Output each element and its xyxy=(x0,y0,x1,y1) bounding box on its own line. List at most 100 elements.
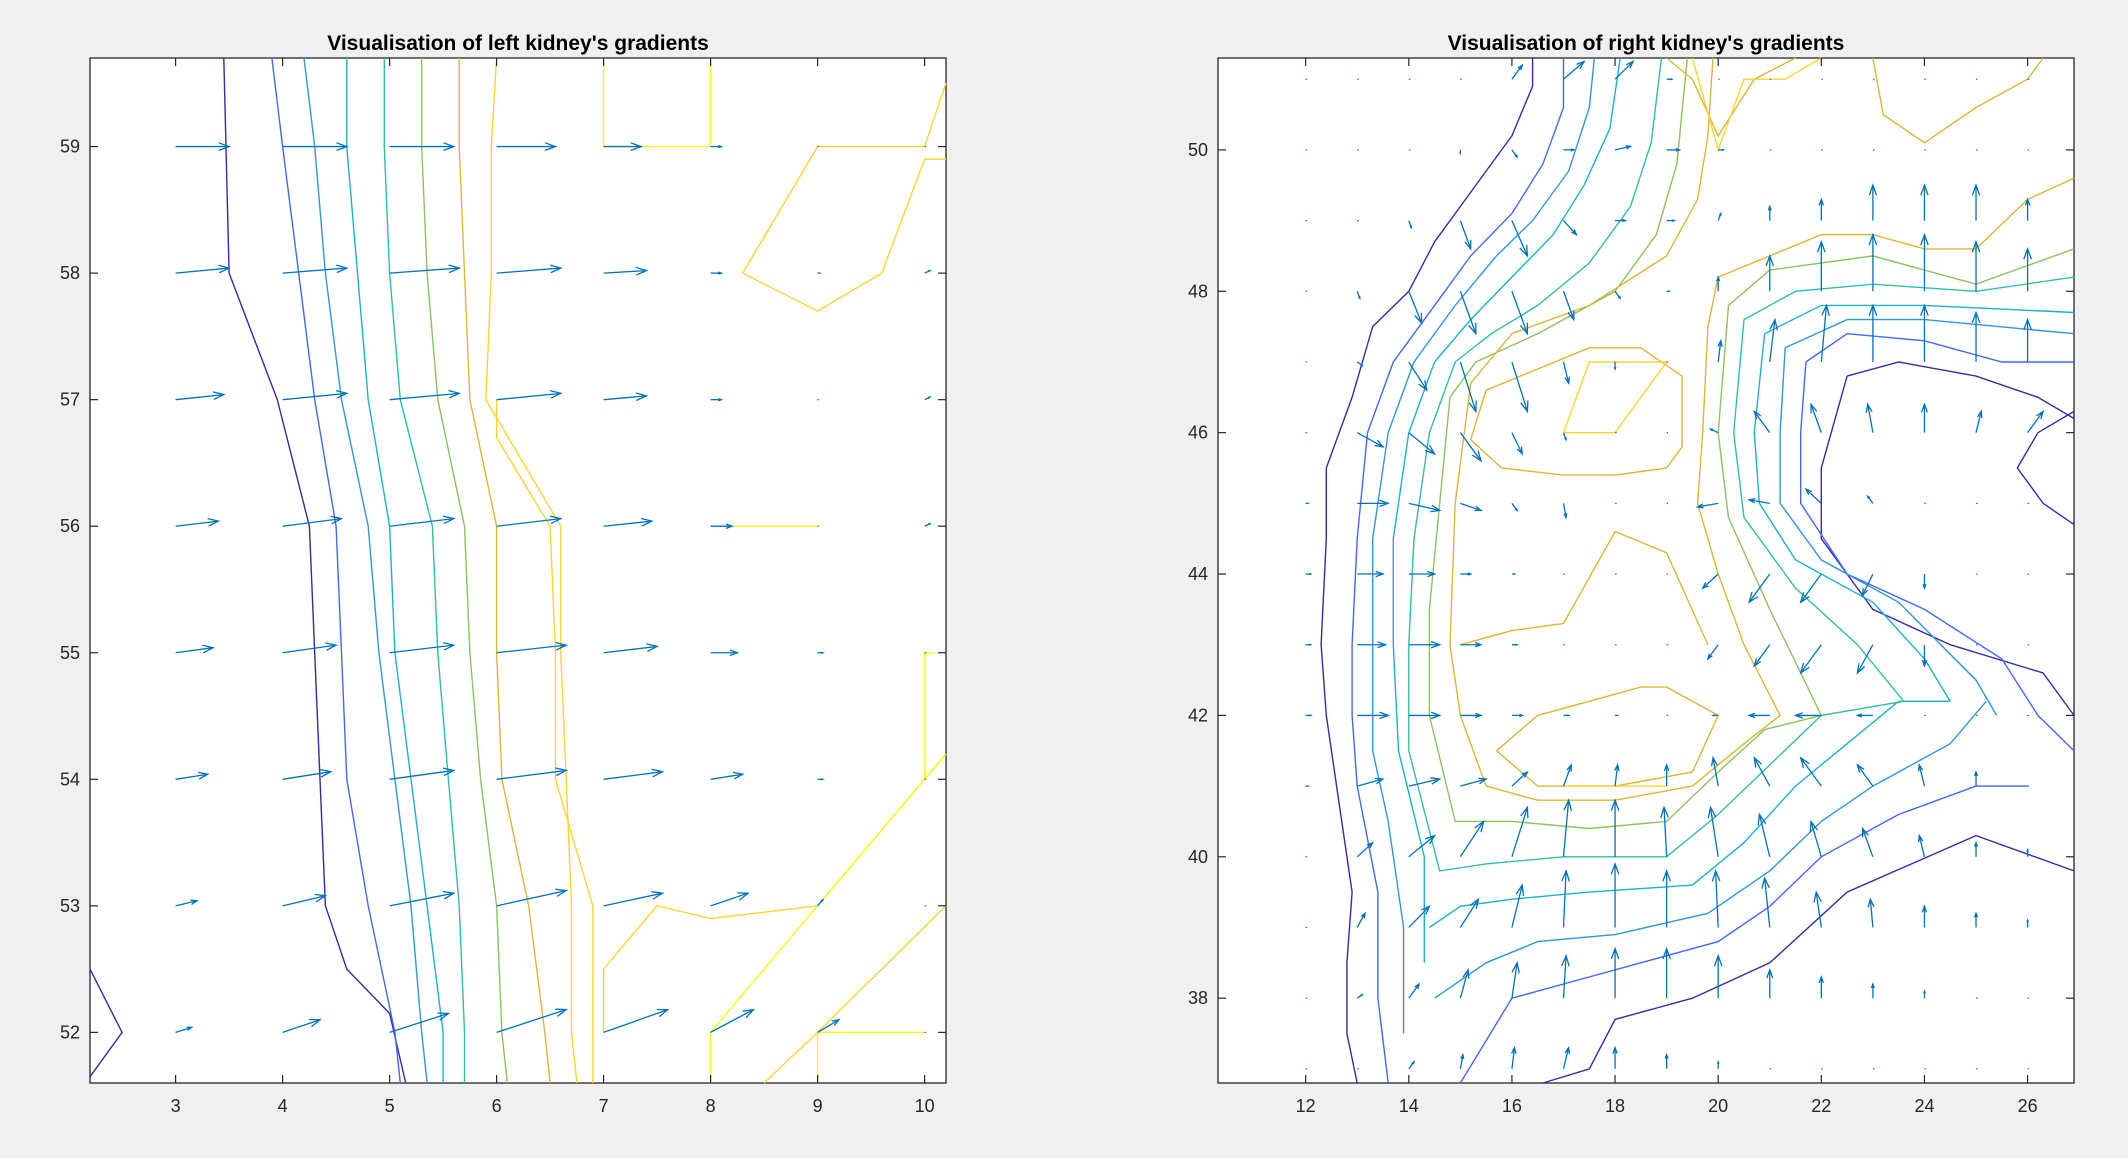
gradient-arrow-shaft xyxy=(1975,411,1982,433)
contour-line-level-7 xyxy=(742,158,946,312)
gradient-arrow-head xyxy=(1710,755,1718,767)
gradient-arrow-head xyxy=(1563,513,1568,520)
gradient-arrow-head xyxy=(1856,763,1865,773)
gradient-arrow-head xyxy=(1379,499,1391,508)
y-tick-label: 40 xyxy=(1188,847,1208,867)
gradient-arrow-head xyxy=(1707,805,1717,819)
gradient-arrow-shaft xyxy=(1614,145,1631,151)
gradient-arrow-shaft xyxy=(1820,305,1828,363)
gradient-arrow xyxy=(1663,763,1670,787)
gradient-arrow xyxy=(603,643,659,654)
gradient-arrow-head xyxy=(1515,883,1525,897)
gradient-arrow-head xyxy=(1613,366,1617,371)
gradient-arrow xyxy=(1971,310,1981,362)
right-y-ticks: 38 40 42 44 46 48 50 xyxy=(1188,140,2074,1008)
gradient-arrow-head xyxy=(1663,763,1670,772)
gradient-arrow xyxy=(1511,361,1529,414)
gradient-arrow xyxy=(1868,303,1878,362)
gradient-arrow xyxy=(817,651,826,654)
gradient-arrow-shaft xyxy=(1562,503,1567,518)
gradient-arrow-head xyxy=(1766,967,1774,979)
gradient-arrow xyxy=(1563,714,1571,717)
gradient-arrow-shaft xyxy=(1408,983,1420,999)
gradient-arrow-shaft xyxy=(389,644,454,654)
gradient-arrow-shaft xyxy=(1408,905,1430,928)
gradient-arrow-head xyxy=(1976,409,1983,419)
gradient-arrow-head xyxy=(651,891,665,900)
gradient-arrow xyxy=(1459,897,1480,928)
gradient-arrow-shaft xyxy=(1562,361,1570,384)
gradient-arrow-shaft xyxy=(1810,404,1822,433)
gradient-arrow xyxy=(1717,338,1723,363)
gradient-arrow-shaft xyxy=(1869,899,1874,928)
contour-line-level-7 xyxy=(485,57,578,1084)
gradient-arrow-head xyxy=(197,771,210,780)
gradient-arrow xyxy=(1856,644,1874,675)
y-tick-label: 53 xyxy=(60,896,80,916)
gradient-arrow-shaft xyxy=(389,392,460,401)
x-tick-label: 9 xyxy=(813,1096,823,1116)
gradient-arrow-shaft xyxy=(1511,962,1518,999)
gradient-arrow-shaft xyxy=(496,769,567,780)
y-tick-label: 56 xyxy=(60,516,80,536)
gradient-arrow xyxy=(710,771,745,780)
gradient-arrow xyxy=(1357,711,1391,720)
gradient-arrow-shaft xyxy=(175,773,208,780)
gradient-arrow-shaft xyxy=(496,890,567,907)
gradient-arrow xyxy=(1511,960,1520,999)
gradient-arrow-shaft xyxy=(1459,361,1477,412)
gradient-arrow xyxy=(1562,503,1568,520)
gradient-arrow xyxy=(1662,946,1672,999)
gradient-arrow-head xyxy=(1567,310,1575,322)
gradient-arrow-head xyxy=(555,1008,569,1017)
gradient-arrow xyxy=(389,641,456,654)
gradient-arrow xyxy=(1562,291,1575,322)
gradient-arrow-head xyxy=(1861,588,1869,597)
gradient-arrow xyxy=(1459,432,1483,463)
gradient-arrow xyxy=(710,649,740,657)
gradient-arrow xyxy=(817,1018,841,1033)
gradient-arrow xyxy=(1511,1045,1517,1069)
gradient-arrow-head xyxy=(1474,641,1483,648)
gradient-arrow-head xyxy=(1717,338,1723,348)
gradient-arrow xyxy=(1757,812,1771,857)
gradient-arrow-shaft xyxy=(1800,644,1822,674)
gradient-arrow-head xyxy=(1971,310,1981,324)
gradient-arrow-head xyxy=(1515,643,1519,646)
gradient-arrow xyxy=(1868,183,1878,221)
gradient-arrow-shaft xyxy=(1861,828,1874,858)
gradient-arrow-head xyxy=(737,892,750,901)
gradient-arrow-head xyxy=(1411,1060,1416,1065)
gradient-arrow xyxy=(1305,714,1313,717)
gradient-arrow xyxy=(1356,911,1366,928)
gradient-arrow-head xyxy=(1793,712,1804,719)
gradient-arrow xyxy=(1666,219,1677,223)
gradient-arrow-head xyxy=(1375,570,1385,578)
contour-line-level-6 xyxy=(1449,177,2075,801)
gradient-arrow-head xyxy=(1421,904,1431,915)
gradient-arrow xyxy=(1408,904,1431,928)
gradient-arrow-head xyxy=(1561,869,1571,882)
gradient-arrow-head xyxy=(544,142,558,152)
gradient-arrow-shaft xyxy=(1810,821,1822,857)
gradient-arrow-head xyxy=(1711,869,1721,882)
gradient-arrow-head xyxy=(448,264,462,274)
gradient-arrow xyxy=(1561,953,1570,999)
gradient-arrow-shaft xyxy=(175,1026,192,1034)
gradient-arrow-shaft xyxy=(1459,291,1477,334)
gradient-arrow-shaft xyxy=(1769,319,1776,363)
gradient-arrow-head xyxy=(928,269,932,273)
contour-line-level-2 xyxy=(1371,57,1596,1034)
gradient-arrow-head xyxy=(1374,777,1385,785)
gradient-arrow-head xyxy=(1564,376,1571,386)
gradient-arrow xyxy=(175,899,199,907)
gradient-arrow-head xyxy=(1868,183,1878,196)
gradient-arrow xyxy=(2023,247,2033,292)
contour-line-level-3 xyxy=(1392,57,1621,963)
gradient-arrow xyxy=(1459,968,1470,999)
gradient-arrow-shaft xyxy=(603,520,652,527)
x-tick-label: 16 xyxy=(1502,1096,1522,1116)
gradient-arrow-head xyxy=(1821,303,1830,317)
gradient-arrow-shaft xyxy=(1459,220,1472,250)
